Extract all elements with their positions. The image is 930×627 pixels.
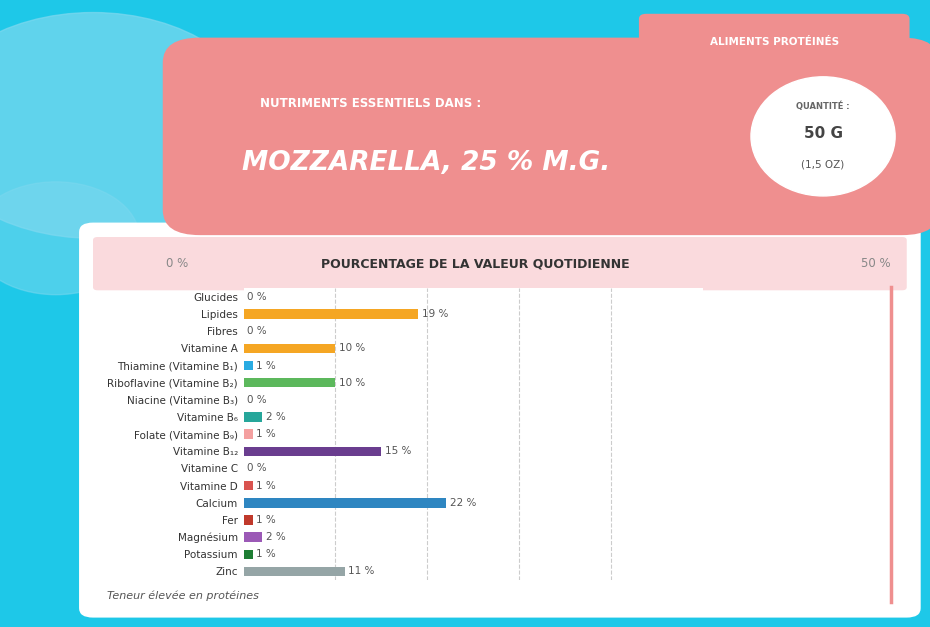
Bar <box>244 413 262 422</box>
Text: 10 %: 10 % <box>339 377 365 387</box>
FancyBboxPatch shape <box>639 14 910 71</box>
Bar <box>244 378 336 387</box>
Bar <box>244 446 381 456</box>
Bar <box>244 532 262 542</box>
Text: 0 %: 0 % <box>247 292 267 302</box>
Bar <box>244 549 253 559</box>
FancyBboxPatch shape <box>93 237 907 290</box>
Text: 1 %: 1 % <box>257 361 276 371</box>
Text: 0 %: 0 % <box>166 257 188 270</box>
Text: 0 %: 0 % <box>247 463 267 473</box>
FancyBboxPatch shape <box>163 38 930 235</box>
Text: 2 %: 2 % <box>266 532 286 542</box>
Bar <box>244 481 253 490</box>
FancyBboxPatch shape <box>79 223 921 618</box>
Circle shape <box>0 182 140 295</box>
Bar <box>244 567 345 576</box>
Text: 11 %: 11 % <box>349 566 375 576</box>
Text: 50 G: 50 G <box>804 126 843 140</box>
Ellipse shape <box>751 77 895 196</box>
Text: 15 %: 15 % <box>385 446 412 456</box>
Text: 50 %: 50 % <box>861 257 891 270</box>
Text: Teneur élevée en protéines: Teneur élevée en protéines <box>107 590 259 601</box>
Text: 2 %: 2 % <box>266 412 286 422</box>
Text: 1 %: 1 % <box>257 429 276 439</box>
Text: MOZZARELLA, 25 % M.G.: MOZZARELLA, 25 % M.G. <box>242 150 610 176</box>
Text: QUANTITÉ :: QUANTITÉ : <box>796 102 850 111</box>
Text: 1 %: 1 % <box>257 515 276 525</box>
Text: POURCENTAGE DE LA VALEUR QUOTIDIENNE: POURCENTAGE DE LA VALEUR QUOTIDIENNE <box>322 257 630 270</box>
Bar <box>244 344 336 353</box>
Text: 1 %: 1 % <box>257 549 276 559</box>
Text: 0 %: 0 % <box>247 395 267 405</box>
Text: 22 %: 22 % <box>449 498 476 508</box>
Text: 10 %: 10 % <box>339 344 365 354</box>
Text: (1,5 OZ): (1,5 OZ) <box>802 160 844 169</box>
Text: NUTRIMENTS ESSENTIELS DANS :: NUTRIMENTS ESSENTIELS DANS : <box>260 97 482 110</box>
Bar <box>244 498 445 507</box>
Bar <box>244 515 253 525</box>
Text: ALIMENTS PROTÉINÉS: ALIMENTS PROTÉINÉS <box>710 38 839 47</box>
Text: 19 %: 19 % <box>422 309 448 319</box>
Bar <box>244 310 418 319</box>
Bar <box>244 429 253 439</box>
Circle shape <box>0 13 260 238</box>
Text: 1 %: 1 % <box>257 481 276 491</box>
Bar <box>244 361 253 371</box>
Text: 0 %: 0 % <box>247 326 267 336</box>
